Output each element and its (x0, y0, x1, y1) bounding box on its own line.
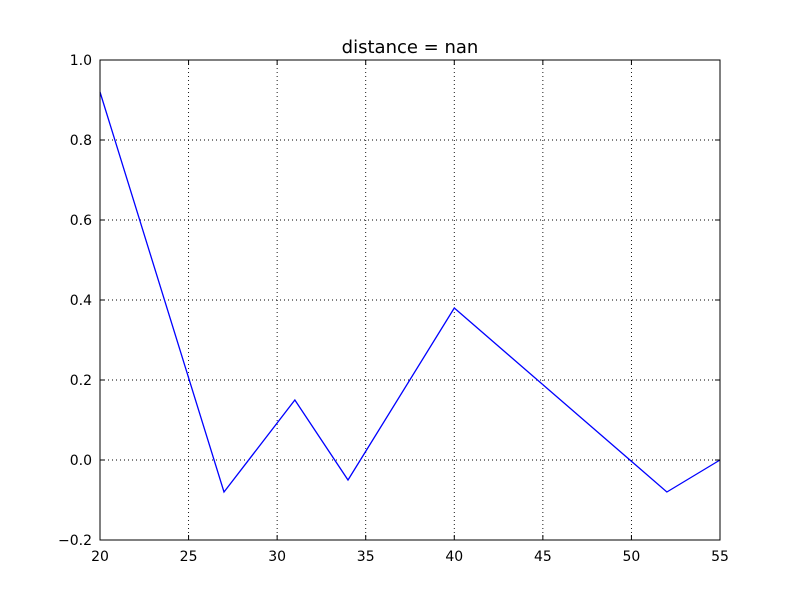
tick-marks (99, 59, 721, 541)
y-tick-label: 0.8 (70, 133, 92, 149)
x-tick-label: 20 (91, 549, 109, 565)
x-tick-label: 30 (268, 549, 286, 565)
x-tick-label: 25 (180, 549, 198, 565)
y-tick-label: 0.6 (70, 213, 92, 229)
y-tick-label: 1.0 (70, 53, 92, 69)
y-tick-labels: −0.2 0.0 0.2 0.4 0.6 0.8 1.0 (58, 53, 92, 549)
series-layer (99, 91, 721, 494)
y-tick-label: 0.0 (70, 453, 92, 469)
x-tick-label: 50 (623, 549, 641, 565)
x-tick-label: 45 (534, 549, 552, 565)
x-tick-label: 35 (357, 549, 375, 565)
y-tick-label: 0.4 (70, 293, 92, 309)
series-line (99, 91, 721, 494)
y-tick-label: −0.2 (58, 533, 92, 549)
x-tick-labels: 20 25 30 35 40 45 50 55 (91, 549, 729, 565)
x-tick-label: 40 (445, 549, 463, 565)
chart-title: distance = nan (342, 37, 479, 58)
x-tick-label: 55 (711, 549, 729, 565)
y-tick-label: 0.2 (70, 373, 92, 389)
